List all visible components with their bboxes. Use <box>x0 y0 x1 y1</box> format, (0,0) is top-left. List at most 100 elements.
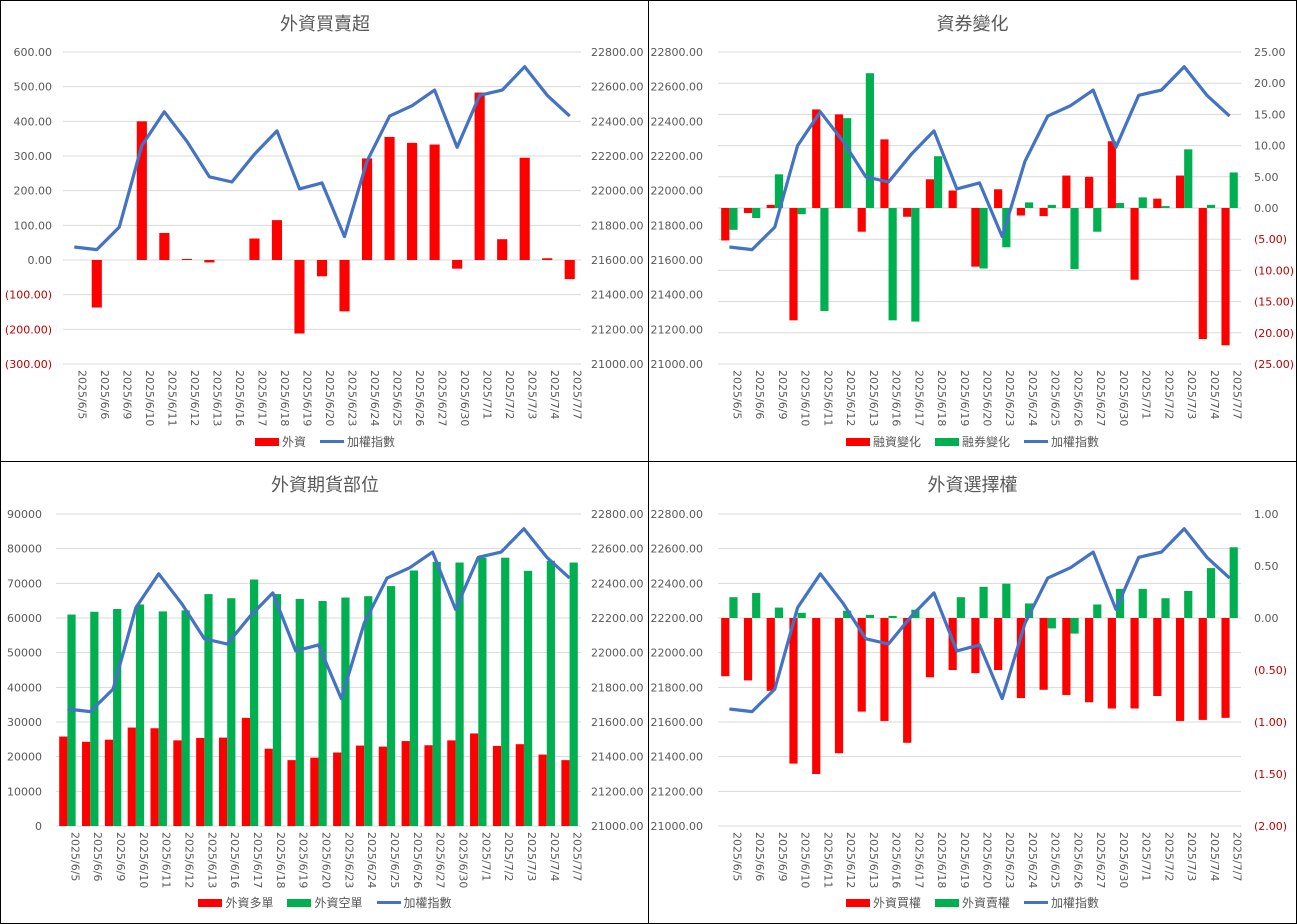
left-axis-tick-label: 21800.00 <box>651 681 704 694</box>
bar-series-1 <box>407 142 418 260</box>
right-axis-tick-label: 21600.00 <box>591 716 644 729</box>
bar-series-1 <box>1016 618 1025 699</box>
right-axis-tick-label: 21200.00 <box>591 323 644 336</box>
x-axis-tick-label: 2025/6/5 <box>730 832 743 881</box>
x-axis-tick-label: 2025/6/23 <box>346 370 359 426</box>
chart-title: 外資買賣超 <box>280 14 370 35</box>
bar-series-1 <box>519 157 530 260</box>
bar-series-2 <box>911 208 920 322</box>
bar-series-1 <box>789 618 798 764</box>
bar-series-1 <box>1085 176 1094 208</box>
bar-series-1 <box>204 260 215 263</box>
x-axis-tick-label: 2025/7/4 <box>548 370 561 419</box>
legend-swatch <box>934 898 959 907</box>
left-axis-tick-label: 22200.00 <box>651 150 704 163</box>
left-axis-tick-label: 60000 <box>7 612 42 625</box>
bar-series-1 <box>1039 618 1048 690</box>
bar-series-2 <box>1047 618 1056 629</box>
legend-label: 外資賣權 <box>961 896 1010 910</box>
bar-series-2 <box>1161 206 1170 208</box>
x-axis-tick-label: 2025/7/2 <box>1162 370 1175 419</box>
x-axis-tick-label: 2025/6/26 <box>1072 832 1085 888</box>
bar-series-1 <box>59 736 68 826</box>
bar-series-2 <box>295 598 304 826</box>
right-axis-tick-label: 21600.00 <box>591 254 644 267</box>
bar-series-2 <box>250 579 259 826</box>
x-axis-tick-label: 2025/6/9 <box>114 832 127 881</box>
bar-series-1 <box>159 232 170 260</box>
chart-panel-margin-short-change: 資券變化 22800.00 22600.00 22400.00 22200.00 220… <box>648 0 1297 463</box>
bar-series-1 <box>1130 208 1139 280</box>
right-axis-tick-label: (2.00) <box>1254 820 1287 833</box>
bar-series-1 <box>294 260 305 334</box>
bar-series-2 <box>956 597 965 618</box>
bar-series-1 <box>401 741 410 826</box>
bar-series-2 <box>774 607 784 618</box>
x-axis-tick-label: 2025/6/23 <box>342 832 355 888</box>
bar-series-2 <box>364 596 373 826</box>
bar-series-1 <box>173 740 182 826</box>
bar-series-1 <box>903 618 912 743</box>
bar-series-1 <box>241 717 251 826</box>
right-axis-tick-label: 5.00 <box>1254 171 1279 184</box>
bar-series-2 <box>455 562 464 826</box>
left-axis-tick-label: 21400.00 <box>651 289 704 302</box>
left-axis-tick-label: 400.00 <box>14 115 53 128</box>
x-axis-tick-label: 2025/6/24 <box>1026 832 1039 888</box>
bar-series-1 <box>1062 618 1071 695</box>
x-axis-tick-label: 2025/6/6 <box>98 370 111 419</box>
legend-swatch <box>845 898 870 907</box>
left-axis-tick-label: 21600.00 <box>651 254 704 267</box>
left-axis-tick-label: 600.00 <box>14 46 53 59</box>
left-axis-tick-label: 30000 <box>7 716 42 729</box>
right-axis-tick-label: 22600.00 <box>591 543 644 556</box>
x-axis-tick-label: 2025/7/1 <box>1140 370 1153 419</box>
bar-series-2 <box>797 208 806 215</box>
x-axis-tick-label: 2025/6/13 <box>867 370 880 426</box>
bar-series-1 <box>1062 175 1071 208</box>
bar-series-1 <box>812 109 821 208</box>
x-axis-tick-label: 2025/6/13 <box>205 832 218 888</box>
bar-series-1 <box>903 208 912 217</box>
bar-series-2 <box>1115 203 1125 208</box>
x-axis-tick-label: 2025/6/20 <box>320 832 333 888</box>
x-axis-tick-label: 2025/6/10 <box>143 370 156 426</box>
legend-item: 加權指數 <box>320 433 395 450</box>
bar-series-1 <box>339 260 350 312</box>
right-axis-tick-label: 22000.00 <box>591 185 644 198</box>
right-axis-tick-label: 0.00 <box>1254 612 1279 625</box>
index-line <box>67 527 571 714</box>
bar-series-1 <box>971 208 980 267</box>
bar-series-1 <box>361 158 373 260</box>
bar-series-1 <box>271 220 283 260</box>
bar-series-1 <box>721 618 730 677</box>
index-line <box>74 65 571 252</box>
legend-label: 外資 <box>281 435 306 449</box>
bar-series-2 <box>1184 149 1193 208</box>
x-axis-tick-label: 2025/7/1 <box>479 832 492 881</box>
x-axis-tick-label: 2025/6/6 <box>753 370 766 419</box>
left-axis-tick-label: 90000 <box>7 508 42 521</box>
bar-series-1 <box>721 208 730 241</box>
bar-series-2 <box>752 208 761 218</box>
x-axis-tick-label: 2025/6/16 <box>890 832 903 888</box>
right-axis-tick-label: 10.00 <box>1254 140 1286 153</box>
bar-series-1 <box>561 760 570 826</box>
bar-series-1 <box>994 189 1003 208</box>
left-axis-tick-label: 50000 <box>7 647 42 660</box>
bar-series-1 <box>492 745 502 826</box>
legend: 外資多單 外資空單 加權指數 <box>1 894 649 911</box>
bar-series-2 <box>432 561 441 826</box>
bar-series-2 <box>1024 202 1034 208</box>
bar-series-2 <box>523 570 533 826</box>
bar-series-1 <box>857 618 866 712</box>
bar-series-1 <box>1130 618 1139 709</box>
x-axis-tick-label: 2025/6/6 <box>753 832 766 881</box>
bar-series-2 <box>135 604 145 826</box>
bar-series-2 <box>888 615 897 618</box>
legend-swatch <box>198 898 223 907</box>
left-axis-tick-label: 22800.00 <box>651 508 704 521</box>
x-axis-tick-label: 2025/6/11 <box>821 832 834 888</box>
legend-label: 加權指數 <box>403 896 452 910</box>
bar-series-1 <box>470 733 479 826</box>
